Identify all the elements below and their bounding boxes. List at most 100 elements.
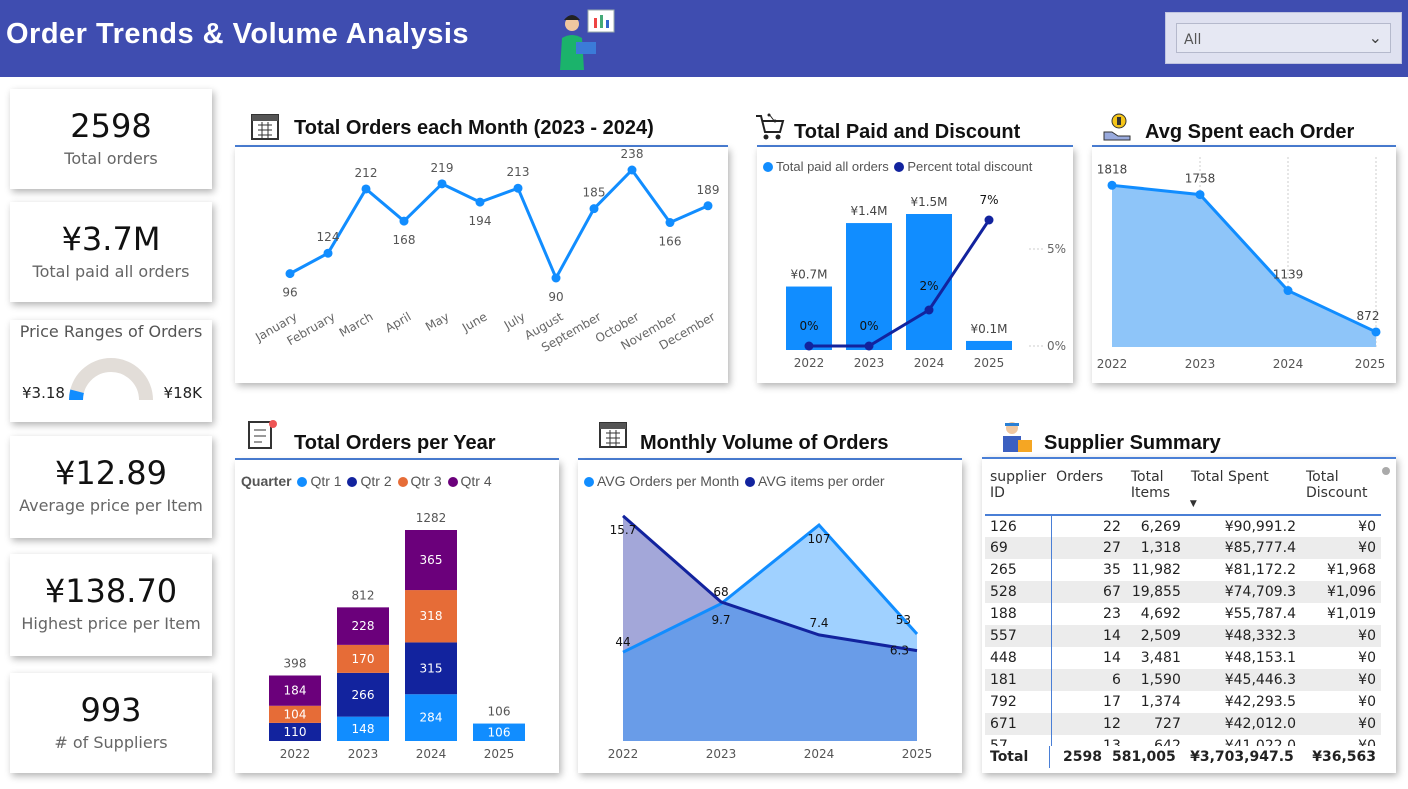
title-underline xyxy=(235,145,728,147)
point-label: 0% xyxy=(799,319,818,333)
table-cell: ¥42,012.0 xyxy=(1185,713,1301,735)
avg-spent-chart: 1818 2022 1758 2023 1139 2024 872 2025 xyxy=(1092,147,1396,383)
legend-label[interactable]: Qtr 2 xyxy=(360,473,392,489)
legend-dot xyxy=(297,477,308,487)
table-cell: 557 xyxy=(985,625,1052,647)
table-cell: 528 xyxy=(985,581,1052,603)
data-label: 168 xyxy=(393,233,416,247)
total-label: 812 xyxy=(352,588,375,602)
table-row[interactable]: 181 6 1,590 ¥45,446.3 ¥0 xyxy=(985,669,1381,691)
bar-label: ¥0.7M xyxy=(790,268,827,282)
table-cell: 727 xyxy=(1125,713,1186,735)
legend-label[interactable]: Qtr 1 xyxy=(310,473,342,489)
table-cell: 35 xyxy=(1103,562,1121,578)
bar-segment xyxy=(405,642,457,695)
total-label: Total xyxy=(985,746,1050,768)
kpi-total-paid: ¥3.7M Total paid all orders xyxy=(10,202,212,302)
legend-label[interactable]: Qtr 4 xyxy=(460,473,492,489)
table-cell: ¥85,777.4 xyxy=(1185,537,1301,559)
table-row[interactable]: 126 22 6,269 ¥90,991.2 ¥0 xyxy=(985,515,1381,537)
table-row[interactable]: 671 12 727 ¥42,012.0 ¥0 xyxy=(985,713,1381,735)
table-cell: 181 xyxy=(985,669,1052,691)
x-tick-label: 2025 xyxy=(974,356,1005,370)
analyst-illustration-icon xyxy=(560,9,615,70)
table-row[interactable]: 557 14 2,509 ¥48,332.3 ¥0 xyxy=(985,625,1381,647)
data-label: 212 xyxy=(355,166,378,180)
table-cell: 22 xyxy=(1103,518,1121,535)
table-cell: ¥1,968 xyxy=(1327,562,1376,578)
bar-segment xyxy=(337,644,389,673)
col-orders[interactable]: Orders xyxy=(1056,469,1104,485)
title-underline xyxy=(1092,145,1396,147)
monthly-volume-chart: AVG Orders per Month AVG items per order… xyxy=(578,460,962,773)
title-underline xyxy=(578,458,962,460)
scrollbar-thumb[interactable] xyxy=(1382,467,1390,475)
col-total-discount[interactable]: Total Discount xyxy=(1306,469,1368,501)
data-label: 238 xyxy=(621,147,644,161)
x-tick-label: March xyxy=(337,309,376,339)
data-label: 53 xyxy=(896,613,911,627)
col-total-items[interactable]: Total Items xyxy=(1130,469,1171,501)
legend-label[interactable]: Total paid all orders xyxy=(776,159,889,174)
table-cell: 126 xyxy=(985,515,1052,537)
kpi-value: ¥138.70 xyxy=(44,572,178,610)
legend-label[interactable]: Qtr 3 xyxy=(410,473,442,489)
table-cell: 265 xyxy=(985,559,1052,581)
table-row[interactable]: 188 23 4,692 ¥55,787.4 ¥1,019 xyxy=(985,603,1381,625)
table-row[interactable]: 265 35 11,982 ¥81,172.2 ¥1,968 xyxy=(985,559,1381,581)
paid-discount-title: Total Paid and Discount xyxy=(794,121,1021,143)
data-label: 68 xyxy=(713,585,728,599)
data-label: 194 xyxy=(469,214,492,228)
data-label: 166 xyxy=(659,235,682,249)
kpi-label: Average price per Item xyxy=(19,496,203,515)
col-total-spent[interactable]: Total Spent ▼ xyxy=(1186,467,1301,515)
table-row[interactable]: 448 14 3,481 ¥48,153.1 ¥0 xyxy=(985,647,1381,669)
kpi-highest-price: ¥138.70 Highest price per Item xyxy=(10,554,212,656)
bar-label: ¥0.1M xyxy=(970,322,1007,336)
table-cell: 67 xyxy=(1051,581,1126,603)
table-cell: 11,982 xyxy=(1131,562,1181,578)
legend-label[interactable]: AVG Orders per Month xyxy=(597,473,740,489)
table-row[interactable]: 792 17 1,374 ¥42,293.5 ¥0 xyxy=(985,691,1381,713)
table-cell: ¥0 xyxy=(1301,713,1381,735)
data-label: 1758 xyxy=(1185,172,1216,186)
x-tick-label: 2022 xyxy=(794,356,825,370)
bar-segment xyxy=(405,590,457,643)
bar-segment xyxy=(405,530,457,591)
slicer-dropdown[interactable]: All ⌄ xyxy=(1176,23,1391,53)
legend-label[interactable]: AVG items per order xyxy=(758,473,885,489)
x-tick-label: 2023 xyxy=(348,747,379,761)
bar-segment xyxy=(269,705,321,723)
segment-label: 315 xyxy=(420,661,443,675)
legend-label[interactable]: Percent total discount xyxy=(907,159,1033,174)
right-axis-tick: 0% xyxy=(1047,339,1066,353)
data-label: 107 xyxy=(808,532,831,546)
data-point xyxy=(864,341,874,351)
header: Order Trends & Volume Analysis All ⌄ xyxy=(0,0,1408,77)
data-point xyxy=(589,204,599,214)
items-area xyxy=(623,515,917,741)
table-cell: 671 xyxy=(985,713,1052,735)
gauge-fill xyxy=(69,389,84,401)
data-point xyxy=(984,215,994,225)
col-supplier-id[interactable]: supplier ID xyxy=(990,469,1047,501)
table-cell: 6 xyxy=(1051,669,1126,691)
table-row[interactable]: 528 67 19,855 ¥74,709.3 ¥1,096 xyxy=(985,581,1381,603)
legend-dot xyxy=(397,477,408,487)
segment-label: 110 xyxy=(284,725,307,739)
year-slicer[interactable]: All ⌄ xyxy=(1165,12,1402,64)
data-label: 213 xyxy=(507,165,530,179)
bar-segment xyxy=(337,607,389,645)
table-cell: ¥81,172.2 xyxy=(1224,562,1296,578)
point-label: 0% xyxy=(859,319,878,333)
segment-label: 104 xyxy=(284,707,307,721)
table-row[interactable]: 69 27 1,318 ¥85,777.4 ¥0 xyxy=(985,537,1381,559)
table-cell: 19,855 xyxy=(1125,581,1186,603)
point-label: 2% xyxy=(919,279,938,293)
paid-discount-chart: Total paid all orders Percent total disc… xyxy=(757,147,1073,383)
x-tick-label: 2023 xyxy=(706,747,737,761)
col-label: Total Spent xyxy=(1190,469,1269,485)
total-label: 106 xyxy=(488,705,511,719)
data-label: 90 xyxy=(548,290,563,304)
table-cell: ¥0 xyxy=(1301,537,1381,559)
